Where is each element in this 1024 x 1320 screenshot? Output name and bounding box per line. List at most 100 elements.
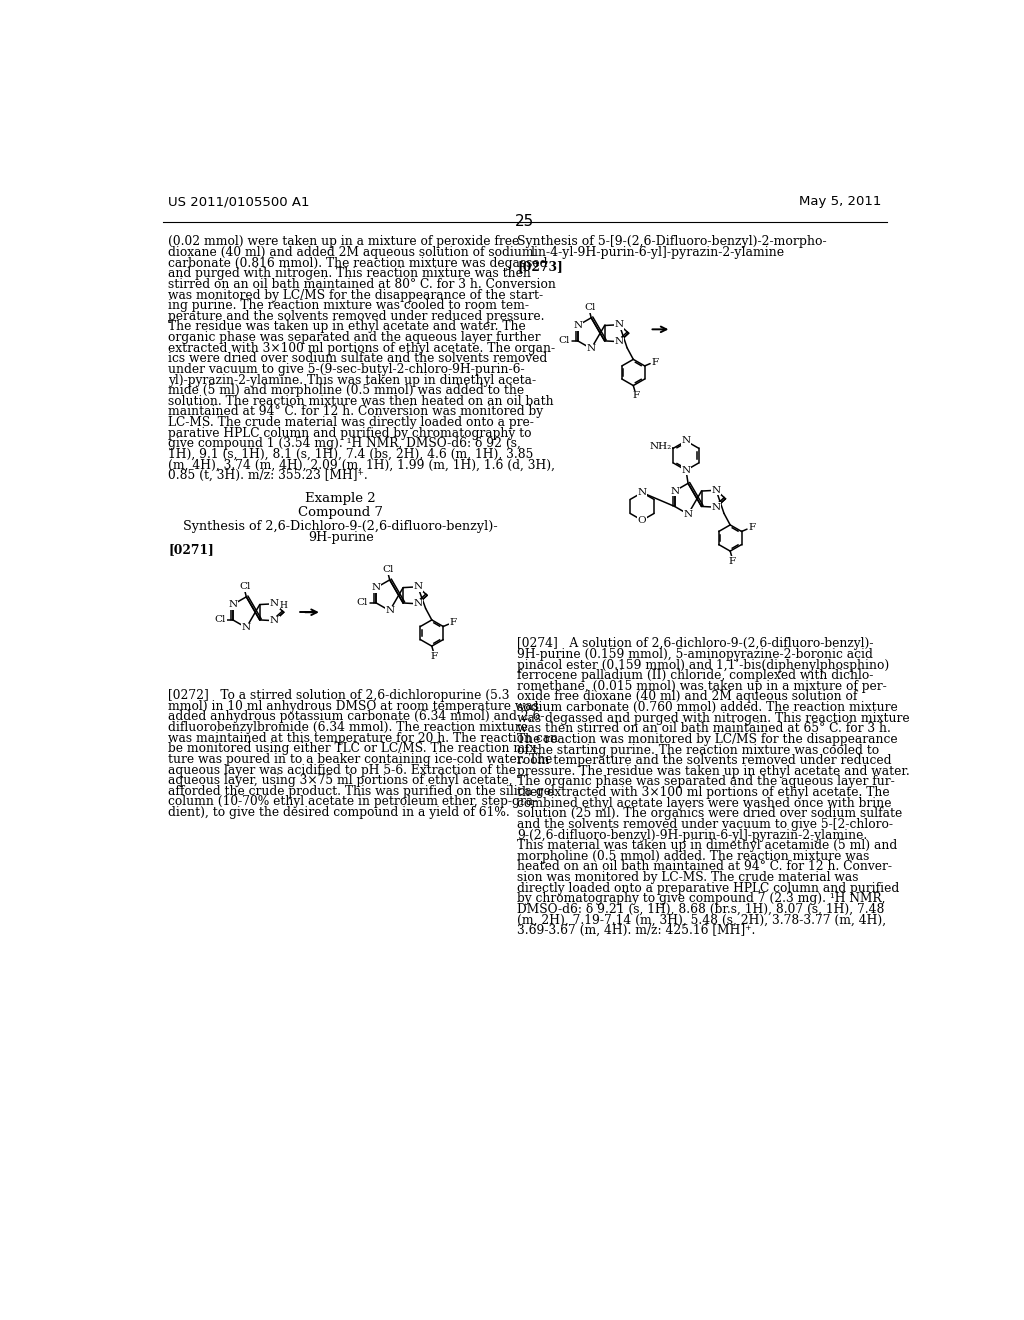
Text: Cl: Cl xyxy=(215,615,226,624)
Text: N: N xyxy=(681,466,690,475)
Text: Synthesis of 2,6-Dichloro-9-(2,6-difluoro-benzyl)-: Synthesis of 2,6-Dichloro-9-(2,6-difluor… xyxy=(183,520,498,533)
Text: The reaction was monitored by LC/MS for the disappearance: The reaction was monitored by LC/MS for … xyxy=(517,733,898,746)
Text: be monitored using either TLC or LC/MS. The reaction mix-: be monitored using either TLC or LC/MS. … xyxy=(168,742,541,755)
Text: under vacuum to give 5-(9-sec-butyl-2-chloro-9H-purin-6-: under vacuum to give 5-(9-sec-butyl-2-ch… xyxy=(168,363,525,376)
Text: sodium carbonate (0.760 mmol) added. The reaction mixture: sodium carbonate (0.760 mmol) added. The… xyxy=(517,701,898,714)
Text: N: N xyxy=(372,583,381,593)
Text: N: N xyxy=(385,606,394,615)
Text: mide (5 ml) and morpholine (0.5 mmol) was added to the: mide (5 ml) and morpholine (0.5 mmol) wa… xyxy=(168,384,524,397)
Text: morpholine (0.5 mmol) added. The reaction mixture was: morpholine (0.5 mmol) added. The reactio… xyxy=(517,850,869,863)
Text: Example 2: Example 2 xyxy=(305,492,376,506)
Text: 9H-purine (0.159 mmol), 5-aminopyrazine-2-boronic acid: 9H-purine (0.159 mmol), 5-aminopyrazine-… xyxy=(517,648,872,661)
Text: extracted with 3×100 ml portions of ethyl acetate. The organ-: extracted with 3×100 ml portions of ethy… xyxy=(168,342,555,355)
Text: solution. The reaction mixture was then heated on an oil bath: solution. The reaction mixture was then … xyxy=(168,395,554,408)
Text: This material was taken up in dimethyl acetamide (5 ml) and: This material was taken up in dimethyl a… xyxy=(517,840,897,853)
Text: column (10-70% ethyl acetate in petroleum ether, step-gra-: column (10-70% ethyl acetate in petroleu… xyxy=(168,796,538,808)
Text: Compound 7: Compound 7 xyxy=(298,506,383,519)
Text: solution (25 ml). The organics were dried over sodium sulfate: solution (25 ml). The organics were drie… xyxy=(517,808,902,820)
Text: The residue was taken up in ethyl acetate and water. The: The residue was taken up in ethyl acetat… xyxy=(168,321,526,334)
Text: O: O xyxy=(638,516,646,525)
Text: and the solvents removed under vacuum to give 5-[2-chloro-: and the solvents removed under vacuum to… xyxy=(517,818,893,832)
Text: Synthesis of 5-[9-(2,6-Difluoro-benzyl)-2-morpho-: Synthesis of 5-[9-(2,6-Difluoro-benzyl)-… xyxy=(517,235,826,248)
Text: The organic phase was separated and the aqueous layer fur-: The organic phase was separated and the … xyxy=(517,775,895,788)
Text: N: N xyxy=(638,488,647,498)
Text: parative HPLC column and purified by chromatography to: parative HPLC column and purified by chr… xyxy=(168,426,531,440)
Text: ics were dried over sodium sulfate and the solvents removed: ics were dried over sodium sulfate and t… xyxy=(168,352,548,366)
Text: Cl: Cl xyxy=(383,565,394,574)
Text: mmol) in 10 ml anhydrous DMSO at room temperature was: mmol) in 10 ml anhydrous DMSO at room te… xyxy=(168,700,540,713)
Text: N: N xyxy=(587,345,596,352)
Text: pinacol ester (0.159 mmol) and 1,1’-bis(diphenylphosphino): pinacol ester (0.159 mmol) and 1,1’-bis(… xyxy=(517,659,889,672)
Text: Cl: Cl xyxy=(584,304,595,313)
Text: Cl: Cl xyxy=(239,582,251,591)
Text: and purged with nitrogen. This reaction mixture was then: and purged with nitrogen. This reaction … xyxy=(168,267,531,280)
Text: ture was poured in to a beaker containing ice-cold water. The: ture was poured in to a beaker containin… xyxy=(168,752,553,766)
Text: F: F xyxy=(729,557,736,565)
Text: N: N xyxy=(242,623,251,632)
Text: [0271]: [0271] xyxy=(168,543,214,556)
Text: May 5, 2011: May 5, 2011 xyxy=(799,195,882,209)
Text: difluorobenzylbromide (6.34 mmol). The reaction mixture: difluorobenzylbromide (6.34 mmol). The r… xyxy=(168,721,528,734)
Text: LC-MS. The crude material was directly loaded onto a pre-: LC-MS. The crude material was directly l… xyxy=(168,416,535,429)
Text: oxide free dioxane (40 ml) and 2M aqueous solution of: oxide free dioxane (40 ml) and 2M aqueou… xyxy=(517,690,857,704)
Text: (0.02 mmol) were taken up in a mixture of peroxide free: (0.02 mmol) were taken up in a mixture o… xyxy=(168,235,519,248)
Text: 1H), 9.1 (s, 1H), 8.1 (s, 1H), 7.4 (bs, 2H), 4.6 (m, 1H), 3.85: 1H), 9.1 (s, 1H), 8.1 (s, 1H), 7.4 (bs, … xyxy=(168,447,534,461)
Text: pressure. The residue was taken up in ethyl acetate and water.: pressure. The residue was taken up in et… xyxy=(517,764,909,777)
Text: maintained at 94° C. for 12 h. Conversion was monitored by: maintained at 94° C. for 12 h. Conversio… xyxy=(168,405,544,418)
Text: Cl: Cl xyxy=(558,337,569,346)
Text: heated on an oil bath maintained at 94° C. for 12 h. Conver-: heated on an oil bath maintained at 94° … xyxy=(517,861,892,874)
Text: perature and the solvents removed under reduced pressure.: perature and the solvents removed under … xyxy=(168,310,545,323)
Text: N: N xyxy=(573,321,583,330)
Text: organic phase was separated and the aqueous layer further: organic phase was separated and the aque… xyxy=(168,331,541,345)
Text: romethane, (0.015 mmol) was taken up in a mixture of per-: romethane, (0.015 mmol) was taken up in … xyxy=(517,680,887,693)
Text: 9H-purine: 9H-purine xyxy=(308,531,374,544)
Text: 0.85 (t, 3H). m/z: 355.23 [MH]⁺.: 0.85 (t, 3H). m/z: 355.23 [MH]⁺. xyxy=(168,469,368,482)
Text: Cl: Cl xyxy=(356,598,368,607)
Text: N: N xyxy=(681,437,690,445)
Text: afforded the crude product. This was purified on the silica gel: afforded the crude product. This was pur… xyxy=(168,785,555,797)
Text: ferrocene palladium (II) chloride, complexed with dichlo-: ferrocene palladium (II) chloride, compl… xyxy=(517,669,873,682)
Text: stirred on an oil bath maintained at 80° C. for 3 h. Conversion: stirred on an oil bath maintained at 80°… xyxy=(168,279,556,290)
Text: F: F xyxy=(450,618,457,627)
Text: 3.69-3.67 (m, 4H). m/z: 425.16 [MH]⁺.: 3.69-3.67 (m, 4H). m/z: 425.16 [MH]⁺. xyxy=(517,924,756,937)
Text: N: N xyxy=(270,599,279,609)
Text: ing purine. The reaction mixture was cooled to room tem-: ing purine. The reaction mixture was coo… xyxy=(168,300,529,312)
Text: (m, 2H), 7.19-7.14 (m, 3H), 5.48 (s, 2H), 3.78-3.77 (m, 4H),: (m, 2H), 7.19-7.14 (m, 3H), 5.48 (s, 2H)… xyxy=(517,913,886,927)
Text: added anhydrous potassium carbonate (6.34 mmol) and 2,6-: added anhydrous potassium carbonate (6.3… xyxy=(168,710,545,723)
Text: give compound 1 (3.54 mg). ¹H NMR, DMSO-d6: δ 92 (s,: give compound 1 (3.54 mg). ¹H NMR, DMSO-… xyxy=(168,437,521,450)
Text: F: F xyxy=(749,523,756,532)
Text: NH₂: NH₂ xyxy=(649,442,672,451)
Text: [0273]: [0273] xyxy=(517,260,563,273)
Text: sion was monitored by LC-MS. The crude material was: sion was monitored by LC-MS. The crude m… xyxy=(517,871,858,884)
Text: N: N xyxy=(270,616,279,626)
Text: of the starting purine. The reaction mixture was cooled to: of the starting purine. The reaction mix… xyxy=(517,743,880,756)
Text: 9-(2,6-difluoro-benzyl)-9H-purin-6-yl]-pyrazin-2-ylamine.: 9-(2,6-difluoro-benzyl)-9H-purin-6-yl]-p… xyxy=(517,829,867,842)
Text: F: F xyxy=(632,391,639,400)
Text: yl)-pyrazin-2-ylamine. This was taken up in dimethyl aceta-: yl)-pyrazin-2-ylamine. This was taken up… xyxy=(168,374,537,387)
Text: N: N xyxy=(670,487,679,495)
Text: N: N xyxy=(414,599,423,609)
Text: 25: 25 xyxy=(515,214,535,228)
Text: US 2011/0105500 A1: US 2011/0105500 A1 xyxy=(168,195,310,209)
Text: carbonate (0.816 mmol). The reaction mixture was degassed: carbonate (0.816 mmol). The reaction mix… xyxy=(168,256,548,269)
Text: N: N xyxy=(712,503,721,512)
Text: was degassed and purged with nitrogen. This reaction mixture: was degassed and purged with nitrogen. T… xyxy=(517,711,909,725)
Text: [0274]   A solution of 2,6-dichloro-9-(2,6-difluoro-benzyl)-: [0274] A solution of 2,6-dichloro-9-(2,6… xyxy=(517,638,873,651)
Text: dioxane (40 ml) and added 2M aqueous solution of sodium: dioxane (40 ml) and added 2M aqueous sol… xyxy=(168,246,534,259)
Text: aqueous layer was acidified to pH 5-6. Extraction of the: aqueous layer was acidified to pH 5-6. E… xyxy=(168,763,516,776)
Text: N: N xyxy=(228,601,238,609)
Text: aqueous layer, using 3×75 ml portions of ethyl acetate,: aqueous layer, using 3×75 ml portions of… xyxy=(168,775,513,787)
Text: ther extracted with 3×100 ml portions of ethyl acetate. The: ther extracted with 3×100 ml portions of… xyxy=(517,787,890,799)
Text: combined ethyl acetate layers were washed once with brine: combined ethyl acetate layers were washe… xyxy=(517,797,892,809)
Text: room temperature and the solvents removed under reduced: room temperature and the solvents remove… xyxy=(517,754,892,767)
Text: DMSO-d6: δ 9.21 (s, 1H), 8.68 (br.s, 1H), 8.07 (s, 1H), 7.48: DMSO-d6: δ 9.21 (s, 1H), 8.68 (br.s, 1H)… xyxy=(517,903,885,916)
Text: lin-4-yl-9H-purin-6-yl]-pyrazin-2-ylamine: lin-4-yl-9H-purin-6-yl]-pyrazin-2-ylamin… xyxy=(531,246,785,259)
Text: N: N xyxy=(614,321,624,329)
Text: was maintained at this temperature for 20 h. The reaction can: was maintained at this temperature for 2… xyxy=(168,731,558,744)
Text: by chromatography to give compound 7 (2.3 mg). ¹H NMR,: by chromatography to give compound 7 (2.… xyxy=(517,892,886,906)
Text: F: F xyxy=(430,652,437,660)
Text: N: N xyxy=(683,510,692,519)
Text: (m, 4H), 3.74 (m, 4H), 2.09 (m, 1H), 1.99 (m, 1H), 1.6 (d, 3H),: (m, 4H), 3.74 (m, 4H), 2.09 (m, 1H), 1.9… xyxy=(168,458,555,471)
Text: [0272]   To a stirred solution of 2,6-dichloropurine (5.3: [0272] To a stirred solution of 2,6-dich… xyxy=(168,689,510,702)
Text: N: N xyxy=(614,337,624,346)
